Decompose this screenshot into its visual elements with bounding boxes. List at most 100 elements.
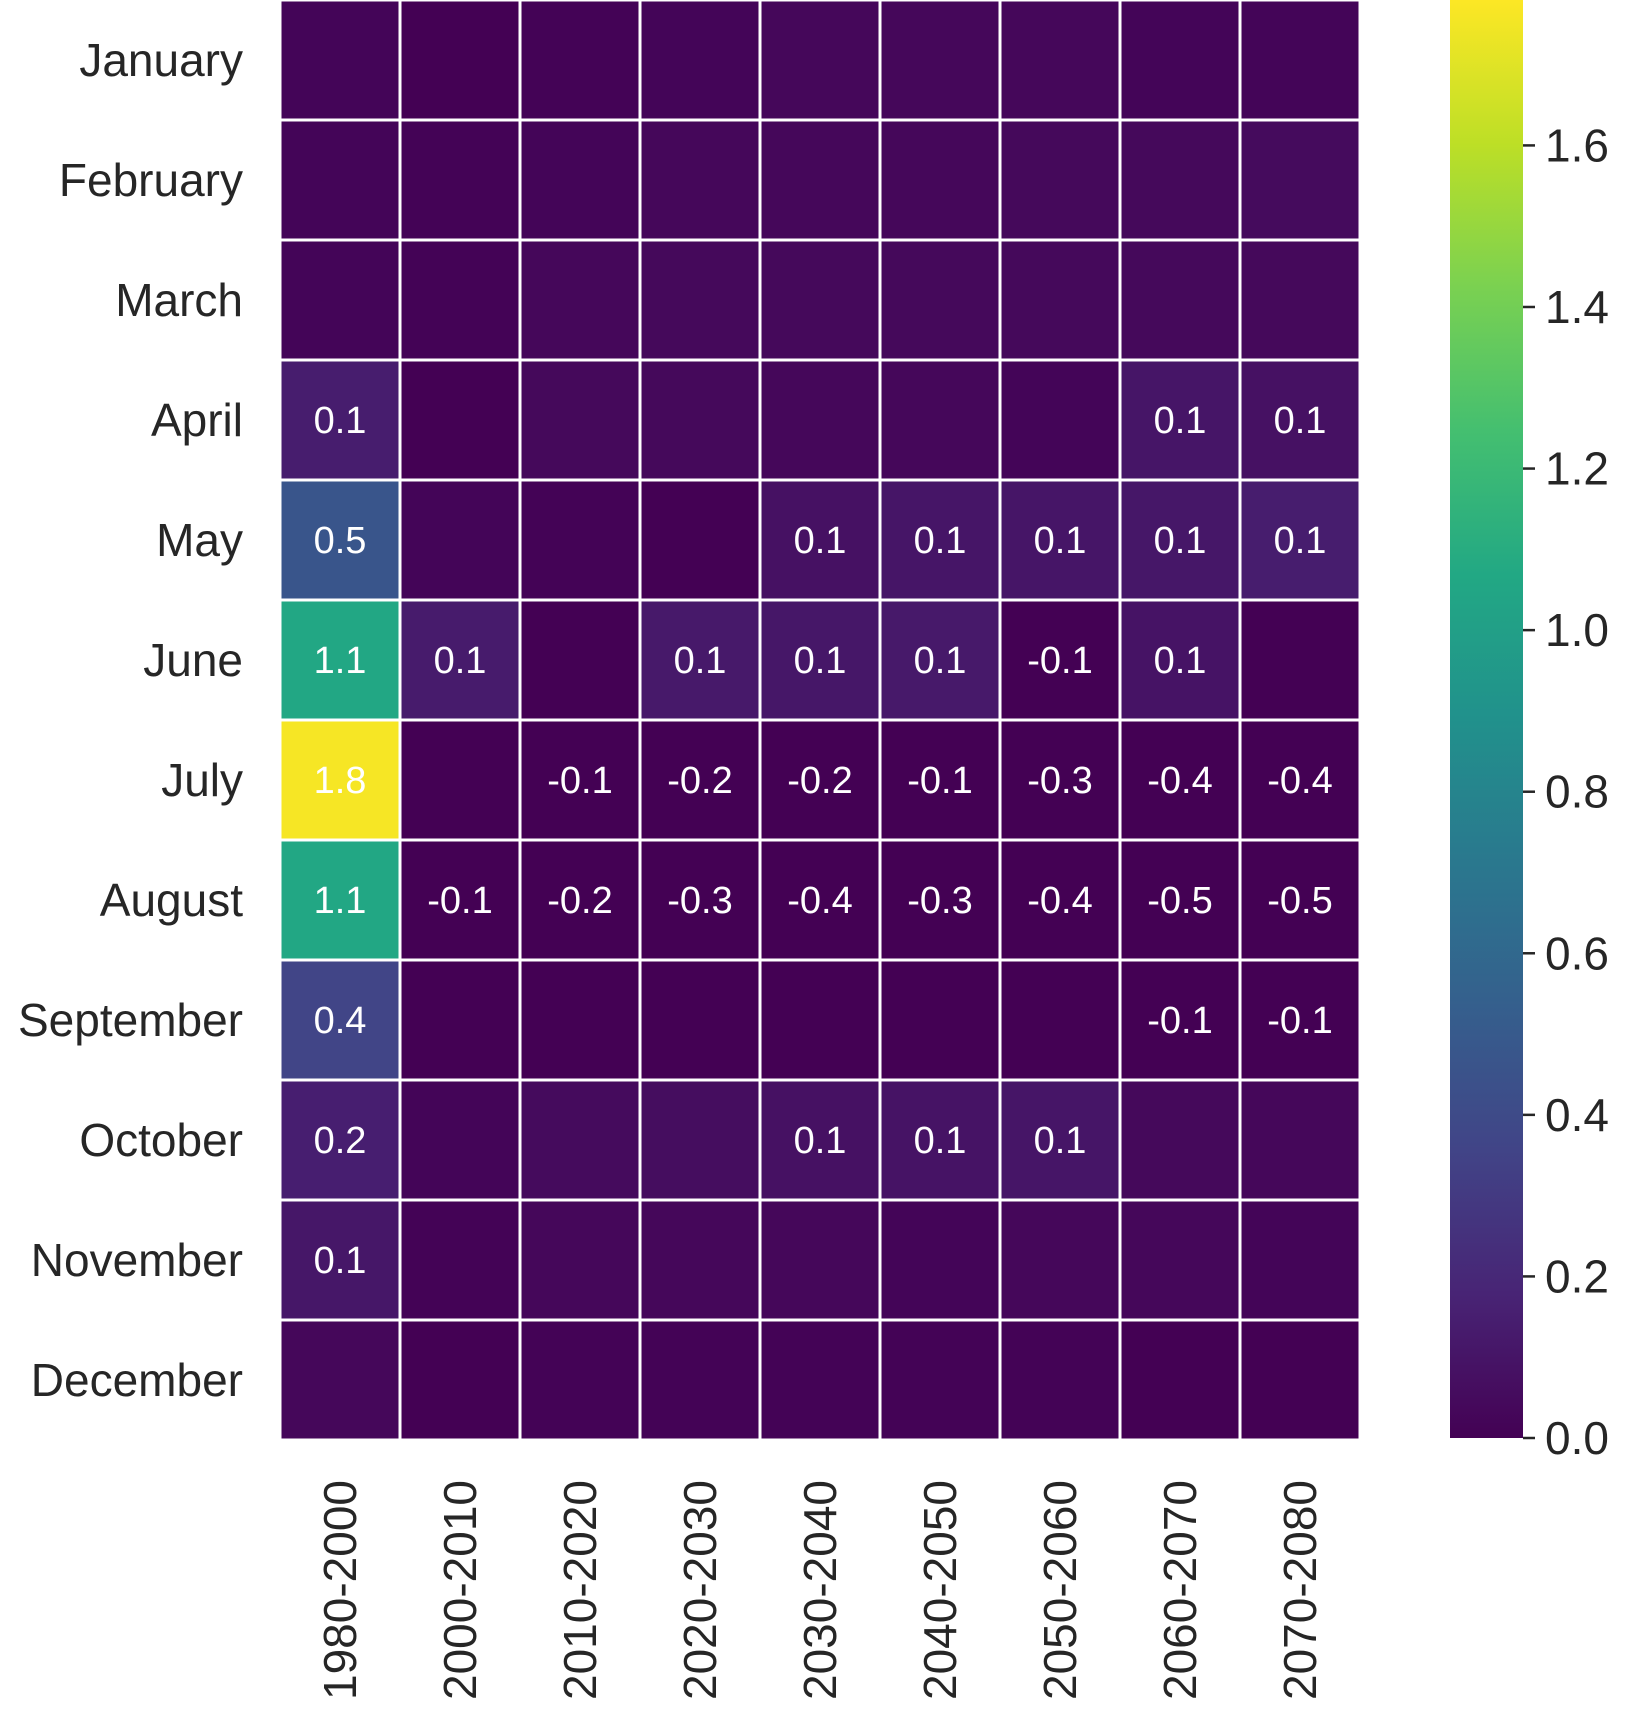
heatmap-cell: [638, 1198, 762, 1322]
heatmap-cell: [638, 358, 762, 482]
heatmap-cell: [758, 358, 882, 482]
cell-value-label: -0.5: [1267, 880, 1332, 922]
cell-value-label: 0.1: [314, 1240, 367, 1282]
cell-value-label: -0.1: [1267, 1000, 1332, 1042]
cell-value-label: -0.1: [547, 760, 612, 802]
heatmap-cell: [878, 958, 1002, 1082]
cell-value-label: 0.1: [794, 640, 847, 682]
cell-value-label: 0.1: [1154, 640, 1207, 682]
x-tick-label: 2000-2010: [434, 1480, 486, 1700]
colorbar-tick-label: 1.0: [1545, 604, 1609, 656]
heatmap-cell: [758, 838, 882, 962]
cell-value-label: 0.1: [914, 1120, 967, 1162]
heatmap-cell: [638, 118, 762, 242]
cell-value-label: 0.1: [1274, 400, 1327, 442]
heatmap-cell: [878, 1198, 1002, 1322]
heatmap-cell: [998, 1318, 1122, 1442]
heatmap-cell: [1238, 238, 1362, 362]
cell-value-label: -0.1: [1147, 1000, 1212, 1042]
cell-value-label: -0.3: [1027, 760, 1092, 802]
heatmap-cell: [398, 118, 522, 242]
heatmap-cell: [278, 238, 402, 362]
heatmap-cell: [758, 958, 882, 1082]
heatmap-cell: [398, 358, 522, 482]
heatmap-cell: [1238, 1198, 1362, 1322]
cell-value-label: 0.1: [434, 640, 487, 682]
heatmap-cell: [638, 718, 762, 842]
cell-value-label: 0.5: [314, 520, 367, 562]
heatmap-cell: [1118, 1078, 1242, 1202]
heatmap-cell: [1118, 118, 1242, 242]
heatmap-cell: [638, 1078, 762, 1202]
heatmap-cell: [278, 598, 402, 722]
heatmap-cell: [518, 358, 642, 482]
heatmap-cell: [638, 838, 762, 962]
heatmap-cell: [998, 0, 1122, 122]
heatmap-cell: [758, 718, 882, 842]
heatmap-cell: [878, 598, 1002, 722]
heatmap-cell: [998, 358, 1122, 482]
heatmap-cell: [998, 1078, 1122, 1202]
y-tick-label: March: [115, 274, 243, 326]
x-tick-label: 2060-2070: [1154, 1480, 1206, 1700]
heatmap-cell: [998, 1198, 1122, 1322]
heatmap-cell: [518, 1318, 642, 1442]
heatmap-cell: [638, 598, 762, 722]
heatmap-cell: [1118, 478, 1242, 602]
heatmap-cell: [758, 0, 882, 122]
y-tick-label: October: [79, 1114, 243, 1166]
heatmap-cell: [398, 478, 522, 602]
heatmap-cell: [1118, 0, 1242, 122]
heatmap-cell: [638, 0, 762, 122]
x-tick-label: 2040-2050: [914, 1480, 966, 1700]
heatmap-cell: [278, 0, 402, 122]
cell-value-label: 0.1: [1154, 400, 1207, 442]
cell-value-label: 0.1: [914, 520, 967, 562]
colorbar-tick-label: 0.0: [1545, 1412, 1609, 1464]
heatmap-cell: [878, 1318, 1002, 1442]
heatmap-cell: [518, 478, 642, 602]
y-tick-label: January: [79, 34, 243, 86]
cell-value-label: 0.1: [794, 520, 847, 562]
x-tick-label: 1980-2000: [314, 1480, 366, 1700]
cell-value-label: 0.1: [314, 400, 367, 442]
cell-value-label: 0.4: [314, 1000, 367, 1042]
heatmap-cell: [518, 598, 642, 722]
colorbar: 0.0 0.2 0.4 0.6 0.8 1.0 1.2 1.4 1.6: [1450, 0, 1609, 1464]
heatmap-cell: [1118, 358, 1242, 482]
cell-value-label: -0.3: [667, 880, 732, 922]
y-tick-label: February: [59, 154, 243, 206]
colorbar-tick-label: 1.2: [1545, 443, 1609, 495]
heatmap-cell: [638, 478, 762, 602]
cell-value-label: -0.4: [1267, 760, 1332, 802]
cell-value-label: -0.3: [907, 880, 972, 922]
cell-value-label: -0.1: [1027, 640, 1092, 682]
cell-value-label: -0.2: [547, 880, 612, 922]
cell-value-label: 0.1: [1154, 520, 1207, 562]
colorbar-tick-label: 0.4: [1545, 1089, 1609, 1141]
heatmap-cell: [518, 118, 642, 242]
cell-value-label: 1.1: [314, 640, 367, 682]
cell-value-label: -0.4: [1027, 880, 1092, 922]
heatmap-cell: [1238, 838, 1362, 962]
heatmap-cell: [518, 838, 642, 962]
colorbar-tick-label: 0.8: [1545, 766, 1609, 818]
heatmap-cell: [278, 358, 402, 482]
y-tick-label: May: [156, 514, 243, 566]
heatmap-cell: [1238, 1078, 1362, 1202]
heatmap-cell: [518, 718, 642, 842]
heatmap-cell: [998, 958, 1122, 1082]
colorbar-tick-label: 1.6: [1545, 119, 1609, 171]
cell-value-label: 0.1: [794, 1120, 847, 1162]
heatmap-cell: [398, 958, 522, 1082]
heatmap-cells: [278, 0, 1362, 1442]
heatmap-cell: [758, 1318, 882, 1442]
cell-value-label: 0.2: [314, 1120, 367, 1162]
heatmap-cell: [1118, 1318, 1242, 1442]
x-tick-label: 2010-2020: [554, 1480, 606, 1700]
heatmap-cell: [1118, 598, 1242, 722]
heatmap-cell: [1238, 118, 1362, 242]
y-tick-label: June: [143, 634, 243, 686]
heatmap-cell: [998, 838, 1122, 962]
